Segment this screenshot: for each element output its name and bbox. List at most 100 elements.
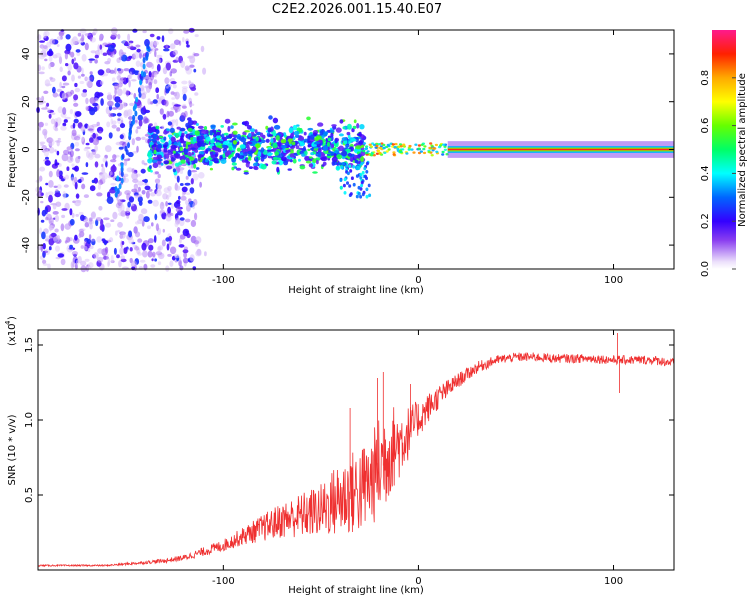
- spectrogram-noise-cell: [110, 118, 114, 125]
- spectrogram-noise-cell: [124, 140, 131, 143]
- spectrogram-transition-cell: [373, 143, 377, 147]
- spectrogram-noise-cell: [61, 85, 66, 89]
- spectrogram-noise-cell: [165, 214, 172, 222]
- spectrogram-noise-cell: [199, 181, 203, 188]
- spectrogram-tail-cell: [340, 165, 344, 170]
- spectrogram-noise-cell: [38, 126, 41, 131]
- spectrogram-transition-cell: [408, 144, 412, 148]
- spectrogram-noise-cell: [140, 168, 146, 174]
- spectrogram-noise-cell: [111, 27, 118, 35]
- spectrogram-noise-cell: [117, 68, 124, 74]
- spectrogram-noise-cell: [43, 149, 50, 157]
- spectrogram-cluster-cell: [210, 154, 217, 159]
- spectrogram-noise-cell: [140, 208, 148, 215]
- spectrogram-noise-cell: [179, 217, 185, 221]
- spectrogram-noise-cell: [131, 172, 139, 181]
- spectrogram-cluster-cell: [210, 140, 215, 144]
- spectrogram-cluster-cell: [160, 162, 164, 166]
- spectrogram-noise-cell: [116, 254, 120, 259]
- spectrogram-cluster-cell: [355, 136, 359, 143]
- spectrogram-noise-cell: [182, 37, 185, 43]
- spectrogram-cluster-cell: [325, 138, 329, 142]
- spectrogram-tail-cell: [360, 162, 364, 166]
- spectrogram-cluster-cell: [232, 122, 238, 126]
- spectrogram-x-tick-label: -100: [212, 275, 235, 286]
- spectrogram-noise-cell: [70, 176, 75, 182]
- spectrogram-noise-cell: [152, 41, 159, 46]
- spectrogram-noise-cell: [106, 196, 114, 204]
- spectrogram-noise-cell: [64, 52, 68, 60]
- spectrogram-noise-cell: [96, 192, 103, 197]
- spectrogram-noise-cell: [56, 36, 64, 41]
- spectrogram-cluster-cell: [289, 153, 295, 158]
- spectrogram-noise-cell: [172, 84, 177, 89]
- spectrogram-noise-cell: [167, 202, 172, 205]
- spectrogram-transition-cell: [372, 154, 376, 157]
- spectrogram-cluster-cell: [201, 130, 207, 134]
- spectrogram-noise-cell: [40, 243, 44, 252]
- spectrogram-noise-cell: [150, 264, 156, 268]
- spectrogram-noise-cell: [123, 247, 128, 255]
- spectrogram-cluster-cell: [148, 135, 153, 139]
- spectrogram-cluster-cell: [331, 124, 337, 127]
- spectrogram-cluster-cell: [253, 162, 259, 167]
- spectrogram-streak-cell: [114, 186, 118, 192]
- spectrogram-cluster-cell: [156, 130, 160, 134]
- spectrogram-noise-cell: [85, 142, 90, 146]
- spectrogram-noise-cell: [61, 153, 69, 162]
- spectrogram-transition-cell: [362, 142, 367, 145]
- spectrogram-noise-cell: [73, 136, 81, 141]
- snr-x-tick-label: -100: [212, 576, 235, 587]
- spectrogram-cluster-cell: [149, 138, 156, 142]
- spectrogram-noise-cell: [202, 67, 207, 75]
- spectrogram-noise-cell: [157, 245, 164, 251]
- snr-panel: -100 0 100 0.5 1.0 1.5 Height of straight li…: [4, 316, 675, 596]
- spectrogram-noise-cell: [78, 233, 82, 239]
- spectrogram-noise-cell: [122, 87, 127, 95]
- spectrogram-noise-cell: [192, 266, 197, 271]
- spectrogram-noise-cell: [81, 54, 87, 62]
- spectrogram-cluster-cell: [180, 135, 184, 140]
- spectrogram-noise-cell: [165, 201, 169, 207]
- spectrogram-noise-cell: [110, 182, 117, 186]
- spectrogram-noise-cell: [161, 125, 165, 130]
- colorbar-ticks: 0.0 0.2 0.4 0.6 0.8: [700, 70, 736, 277]
- spectrogram-cluster-cell: [235, 153, 239, 158]
- spectrogram-cluster-cell: [206, 136, 211, 142]
- spectrogram-noise-cell: [82, 89, 88, 93]
- spectrogram-cluster-cell: [319, 156, 327, 161]
- spectrogram-noise-cell: [85, 97, 89, 105]
- spectrogram-noise-cell: [89, 108, 96, 116]
- spectrogram-noise-cell: [69, 208, 73, 216]
- spectrogram-tail-cell: [365, 187, 369, 192]
- spectrogram-noise-cell: [54, 215, 60, 222]
- colorbar-tick-label: 0.0: [700, 261, 711, 277]
- spectrogram-noise-cell: [123, 158, 131, 162]
- spectrogram-transition-cell: [443, 148, 447, 151]
- spectrogram-cluster-cell: [188, 157, 195, 161]
- spectrogram-cluster-cell: [209, 167, 213, 171]
- spectrogram-noise-cell: [177, 167, 181, 173]
- spectrogram-cluster-cell: [203, 126, 208, 130]
- spectrogram-noise-cell: [71, 129, 77, 137]
- spectrogram-transition-cell: [407, 148, 411, 151]
- spectrogram-cluster-cell: [248, 156, 252, 159]
- spectrogram-cluster-cell: [257, 151, 262, 158]
- spectrogram-noise-cell: [134, 194, 139, 199]
- spectrogram-noise-cell: [128, 79, 131, 88]
- spectrogram-cluster-cell: [326, 153, 331, 156]
- spectrogram-noise-cell: [156, 54, 163, 59]
- spectrogram-cluster-cell: [231, 166, 235, 171]
- spectrogram-noise-cell: [40, 200, 44, 204]
- spectrogram-noise-cell: [154, 50, 157, 58]
- spectrogram-noise-cell: [175, 56, 179, 62]
- spectrogram-noise-cell: [143, 179, 148, 183]
- spectrogram-cluster-cell: [244, 157, 249, 162]
- spectrogram-transition-cell: [362, 149, 366, 153]
- spectrogram-noise-cell: [152, 199, 159, 207]
- spectrogram-noise-cell: [74, 141, 80, 147]
- spectrogram-cluster-cell: [216, 131, 221, 136]
- spectrogram-noise-cell: [152, 99, 158, 104]
- spectrogram-noise-cell: [147, 238, 154, 244]
- spectrogram-cluster-cell: [332, 146, 337, 152]
